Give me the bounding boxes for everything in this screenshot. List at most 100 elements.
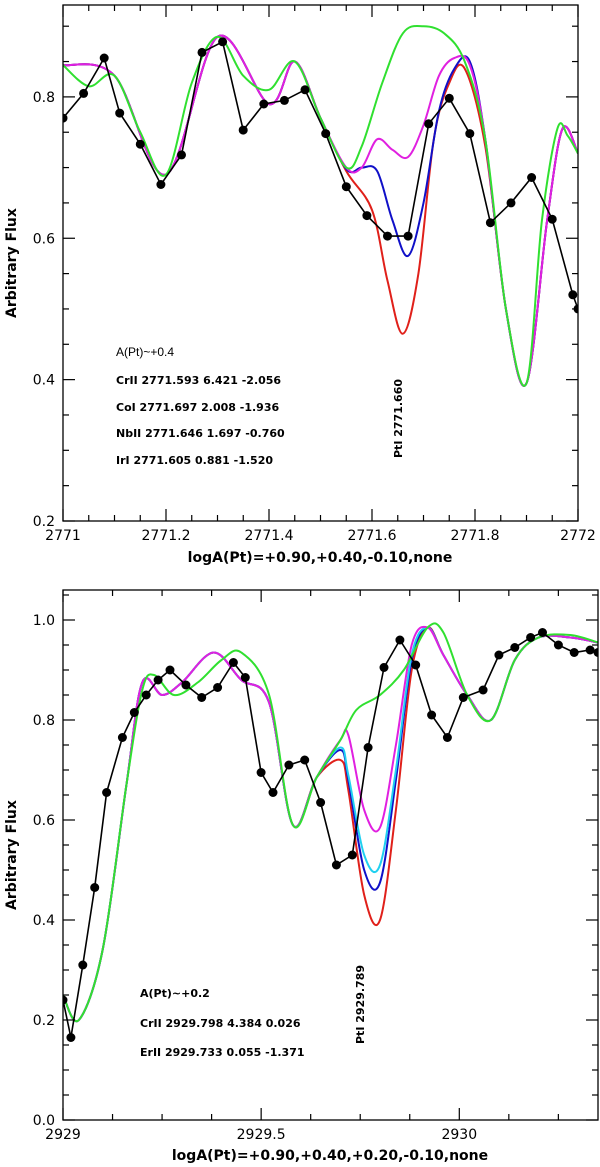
bottom-x-axis-title: logA(Pt)=+0.90,+0.40,+0.20,-0.10,none — [172, 1148, 488, 1164]
observed-data-point — [240, 673, 250, 682]
observed-data-point — [238, 125, 248, 135]
bottom-y-axis-title: Arbitrary Flux — [4, 800, 20, 910]
observed-data-point — [259, 99, 269, 109]
series-none-line — [63, 622, 598, 1023]
observed-data-point — [379, 663, 389, 672]
observed-data-point — [411, 660, 421, 670]
bottom-plot-frame — [62, 589, 599, 1121]
series-none-line — [63, 24, 578, 387]
bottom-abundance-note: A(Pt)~+0.2 — [140, 987, 210, 1000]
observed-data-point — [78, 960, 88, 970]
observed-data-point — [181, 680, 191, 690]
observed-data-point — [300, 755, 310, 765]
top-line-note-2: CoI 2771.697 2.008 -1.936 — [116, 401, 279, 414]
y-tick-label: 1.0 — [33, 613, 55, 629]
observed-data-point — [485, 218, 495, 228]
y-tick-label: 0.8 — [33, 713, 55, 729]
observed-data-point — [213, 683, 223, 692]
observed-data-point — [526, 633, 536, 642]
observed-data-point — [585, 645, 595, 655]
bottom-pt-line-marker: PtI 2929.789 — [354, 965, 367, 1044]
top-spectrum-panel: 2771 2771.2 2771.4 2771.6 2771.8 2772 0.2 0.4 0.… — [4, 4, 596, 566]
observed-data-point — [465, 129, 475, 139]
x-tick-label: 2771.2 — [142, 528, 191, 544]
observed-data-point — [79, 88, 89, 98]
top-line-note-1: CrII 2771.593 6.421 -2.056 — [116, 374, 281, 387]
observed-data-point — [538, 628, 547, 637]
observed-data-point — [90, 883, 100, 892]
top-line-note-3: NbII 2771.646 1.697 -0.760 — [116, 427, 285, 440]
top-pt-line-marker: PtI 2771.660 — [392, 379, 405, 458]
y-tick-label: 0.2 — [33, 1013, 55, 1029]
series-loga-0-40-line — [63, 34, 578, 387]
observed-data-point — [300, 85, 310, 95]
observed-data-point — [115, 108, 125, 118]
top-x-axis-title: logA(Pt)=+0.90,+0.40,-0.10,none — [188, 550, 453, 566]
observed-data-point — [228, 658, 238, 667]
observed-data-point — [494, 650, 504, 660]
bottom-axes: 2929 2929.5 2930 0.0 0.2 0.4 0.6 0.8 1.0 — [33, 590, 598, 1143]
bottom-line-note-2: ErII 2929.733 0.055 -1.371 — [140, 1046, 305, 1059]
observed-data-point — [331, 860, 341, 870]
observed-data-point — [284, 760, 294, 770]
y-tick-label: 0.6 — [33, 813, 55, 829]
observed-data-point — [256, 768, 266, 777]
x-tick-label: 2771 — [45, 528, 81, 544]
observed-data-point — [316, 798, 326, 807]
x-tick-label: 2929.5 — [237, 1127, 286, 1143]
observed-data-point — [117, 733, 127, 742]
observed-data-point — [478, 685, 488, 695]
bottom-line-note-1: CrII 2929.798 4.384 0.026 — [140, 1017, 301, 1030]
observed-data-point — [553, 640, 563, 650]
observed-data-point — [568, 290, 578, 300]
observed-data-point — [197, 47, 207, 57]
series-loga-0-90-line — [63, 34, 578, 387]
x-tick-label: 2771.6 — [348, 528, 397, 544]
y-tick-label: 0.4 — [33, 373, 55, 389]
bottom-plot-lines — [63, 622, 598, 1042]
observed-data-point — [458, 693, 468, 702]
observed-data-point — [363, 743, 373, 752]
x-tick-label: 2771.8 — [451, 528, 500, 544]
observed-data-point — [506, 198, 516, 208]
observed-data-point — [403, 231, 413, 241]
observed-data-point — [141, 690, 151, 700]
observed-data-point — [218, 37, 228, 47]
y-tick-label: 0.6 — [33, 231, 55, 247]
observed-data-point — [395, 635, 405, 645]
observed-data-point — [442, 733, 452, 742]
observed-data-point — [129, 708, 139, 717]
observed-data-point — [102, 788, 112, 797]
observed-data-point — [197, 693, 207, 702]
observed-data-point — [341, 182, 351, 192]
observed-data-point — [444, 93, 454, 103]
observed-data-point — [321, 129, 331, 139]
x-tick-label: 2772 — [560, 528, 596, 544]
series-loga-0-10-line — [63, 34, 578, 387]
observed-data-point — [268, 788, 278, 797]
top-y-axis-title: Arbitrary Flux — [4, 208, 20, 318]
observed-data-point — [527, 173, 537, 182]
observed-data-point — [424, 119, 434, 129]
observed-data-point — [177, 150, 186, 160]
y-tick-label: 0.2 — [33, 514, 55, 530]
observed-data-point — [427, 710, 437, 720]
observed-data-point — [593, 648, 598, 657]
top-line-note-4: IrI 2771.605 0.881 -1.520 — [116, 454, 273, 467]
observed-data-point — [279, 95, 289, 105]
top-abundance-note: A(Pt)~+0.4 — [116, 345, 174, 359]
observed-data-point — [135, 139, 145, 149]
observed-data-point — [63, 995, 68, 1005]
observed-data-point — [63, 113, 68, 123]
top-plot-lines — [63, 24, 578, 387]
observed-data-point — [66, 1033, 76, 1042]
y-tick-label: 0.0 — [33, 1113, 55, 1129]
observed-data-point — [547, 214, 557, 224]
x-tick-label: 2930 — [441, 1127, 477, 1143]
y-tick-label: 0.8 — [33, 90, 55, 106]
x-tick-label: 2771.4 — [245, 528, 294, 544]
observed-data-point — [347, 850, 357, 860]
observed-data-point — [569, 648, 579, 657]
observed-data-point — [156, 180, 166, 189]
